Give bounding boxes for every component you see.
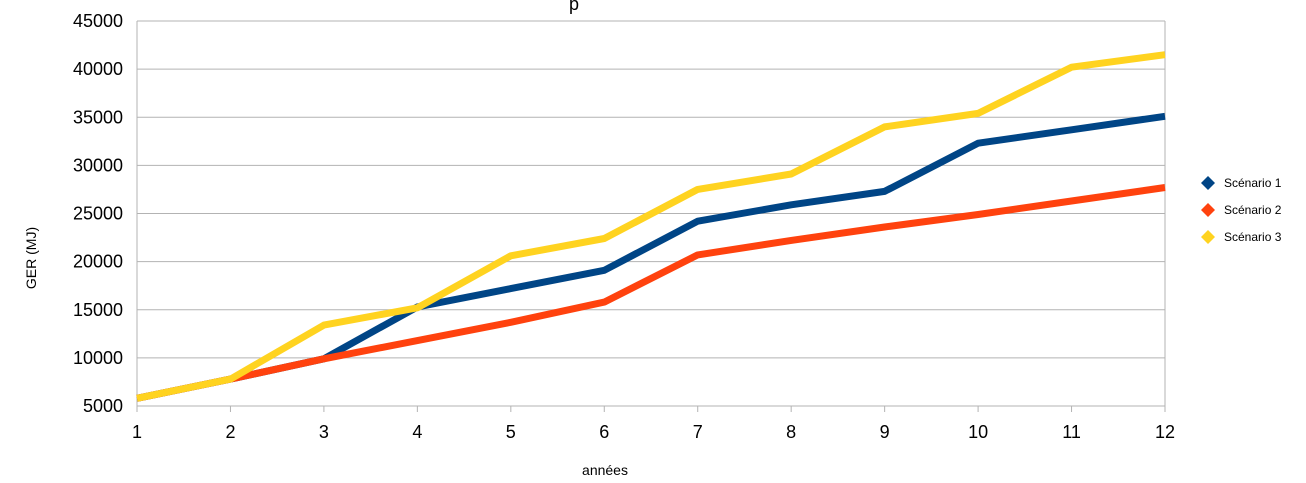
chart-title: p: [569, 0, 579, 14]
y-tick-label: 45000: [73, 11, 123, 31]
x-tick-label: 7: [693, 422, 703, 442]
legend-marker-1: [1201, 176, 1215, 190]
legend-marker-2: [1201, 203, 1215, 217]
x-tick-label: 10: [968, 422, 988, 442]
y-axis-title: GER (MJ): [23, 227, 39, 289]
y-tick-label: 5000: [83, 396, 123, 416]
x-tick-label: 6: [599, 422, 609, 442]
series-lines: [136, 51, 1166, 402]
axes: 5000 10000 15000 20000 25000 30000 35000 40000 4…: [73, 11, 1175, 442]
legend-marker-3: [1201, 230, 1215, 244]
x-axis-title: années: [582, 462, 628, 478]
x-tick-label: 4: [412, 422, 422, 442]
x-tick-label: 3: [319, 422, 329, 442]
y-tick-label: 30000: [73, 155, 123, 175]
y-tick-label: 35000: [73, 107, 123, 127]
series-line-3: [136, 51, 1166, 402]
x-tick-label: 9: [880, 422, 890, 442]
legend-label-2: Scénario 2: [1224, 203, 1282, 217]
y-tick-label: 25000: [73, 204, 123, 224]
legend-label-3: Scénario 3: [1224, 230, 1282, 244]
x-tick-label: 2: [225, 422, 235, 442]
x-tick-label: 8: [786, 422, 796, 442]
legend-label-1: Scénario 1: [1224, 176, 1282, 190]
y-tick-label: 20000: [73, 252, 123, 272]
x-tick-label: 1: [132, 422, 142, 442]
y-tick-label: 40000: [73, 59, 123, 79]
series-line-2: [136, 184, 1166, 402]
y-tick-label: 10000: [73, 348, 123, 368]
x-tick-label: 5: [506, 422, 516, 442]
series-line-1: [136, 112, 1166, 402]
x-tick-label: 12: [1155, 422, 1175, 442]
legend: Scénario 1 Scénario 2 Scénario 3: [1201, 176, 1282, 244]
y-tick-label: 15000: [73, 300, 123, 320]
x-tick-label: 11: [1062, 422, 1081, 442]
